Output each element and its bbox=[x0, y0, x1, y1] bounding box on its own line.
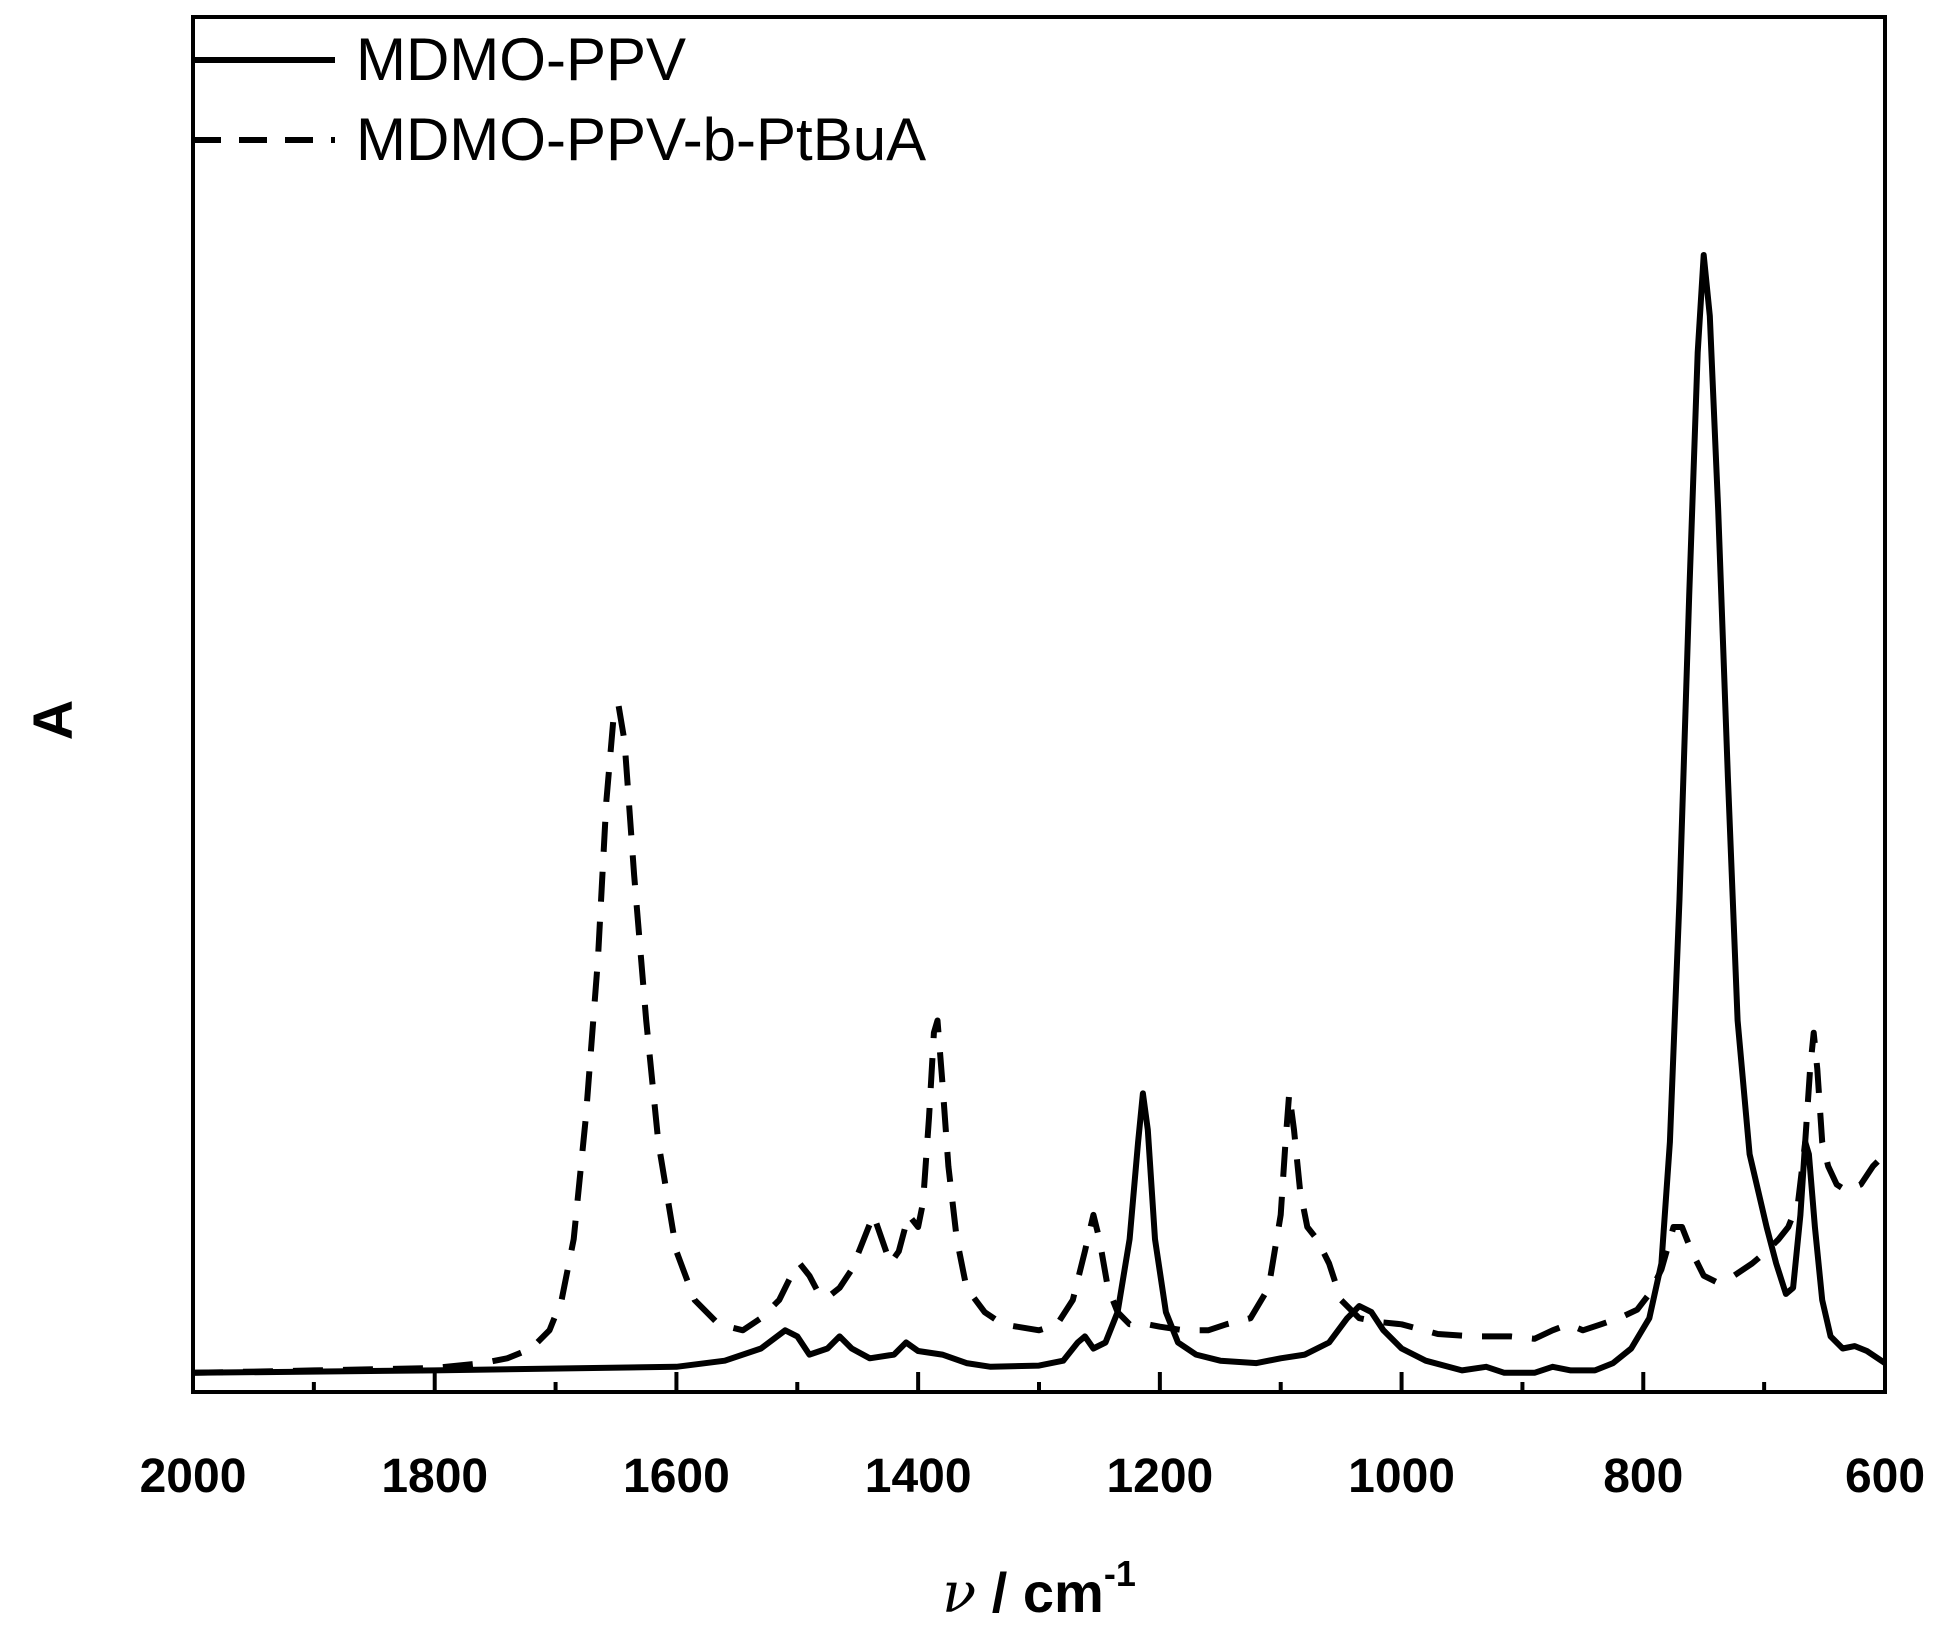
series-line-2 bbox=[192, 701, 1888, 1376]
series-layer bbox=[192, 252, 1888, 1376]
y-axis-title: A bbox=[21, 700, 84, 740]
series-line-1 bbox=[192, 252, 1887, 1376]
x-tick-label: 1600 bbox=[623, 1450, 730, 1503]
legend: MDMO-PPV MDMO-PPV-b-PtBuA bbox=[193, 26, 926, 173]
x-tick-label: 800 bbox=[1603, 1450, 1683, 1503]
x-axis-title-symbol: ν bbox=[942, 1561, 976, 1626]
plot-frame bbox=[191, 15, 1887, 1394]
x-tick-label: 1200 bbox=[1106, 1450, 1213, 1503]
x-axis: 2000 1800 1600 1400 1200 1000 800 600 bbox=[140, 1372, 1925, 1503]
x-tick-label: 1800 bbox=[381, 1450, 488, 1503]
x-axis-title: ν / cm-1 bbox=[942, 1553, 1136, 1626]
x-tick-label: 2000 bbox=[140, 1450, 247, 1503]
x-axis-title-text: / cm bbox=[976, 1561, 1104, 1624]
legend-label-series-1: MDMO-PPV bbox=[356, 26, 686, 93]
x-tick-label: 1400 bbox=[865, 1450, 972, 1503]
x-axis-title-superscript: -1 bbox=[1104, 1553, 1136, 1594]
x-tick-label: 600 bbox=[1845, 1450, 1925, 1503]
legend-label-series-2: MDMO-PPV-b-PtBuA bbox=[356, 106, 926, 173]
x-tick-label: 1000 bbox=[1348, 1450, 1455, 1503]
